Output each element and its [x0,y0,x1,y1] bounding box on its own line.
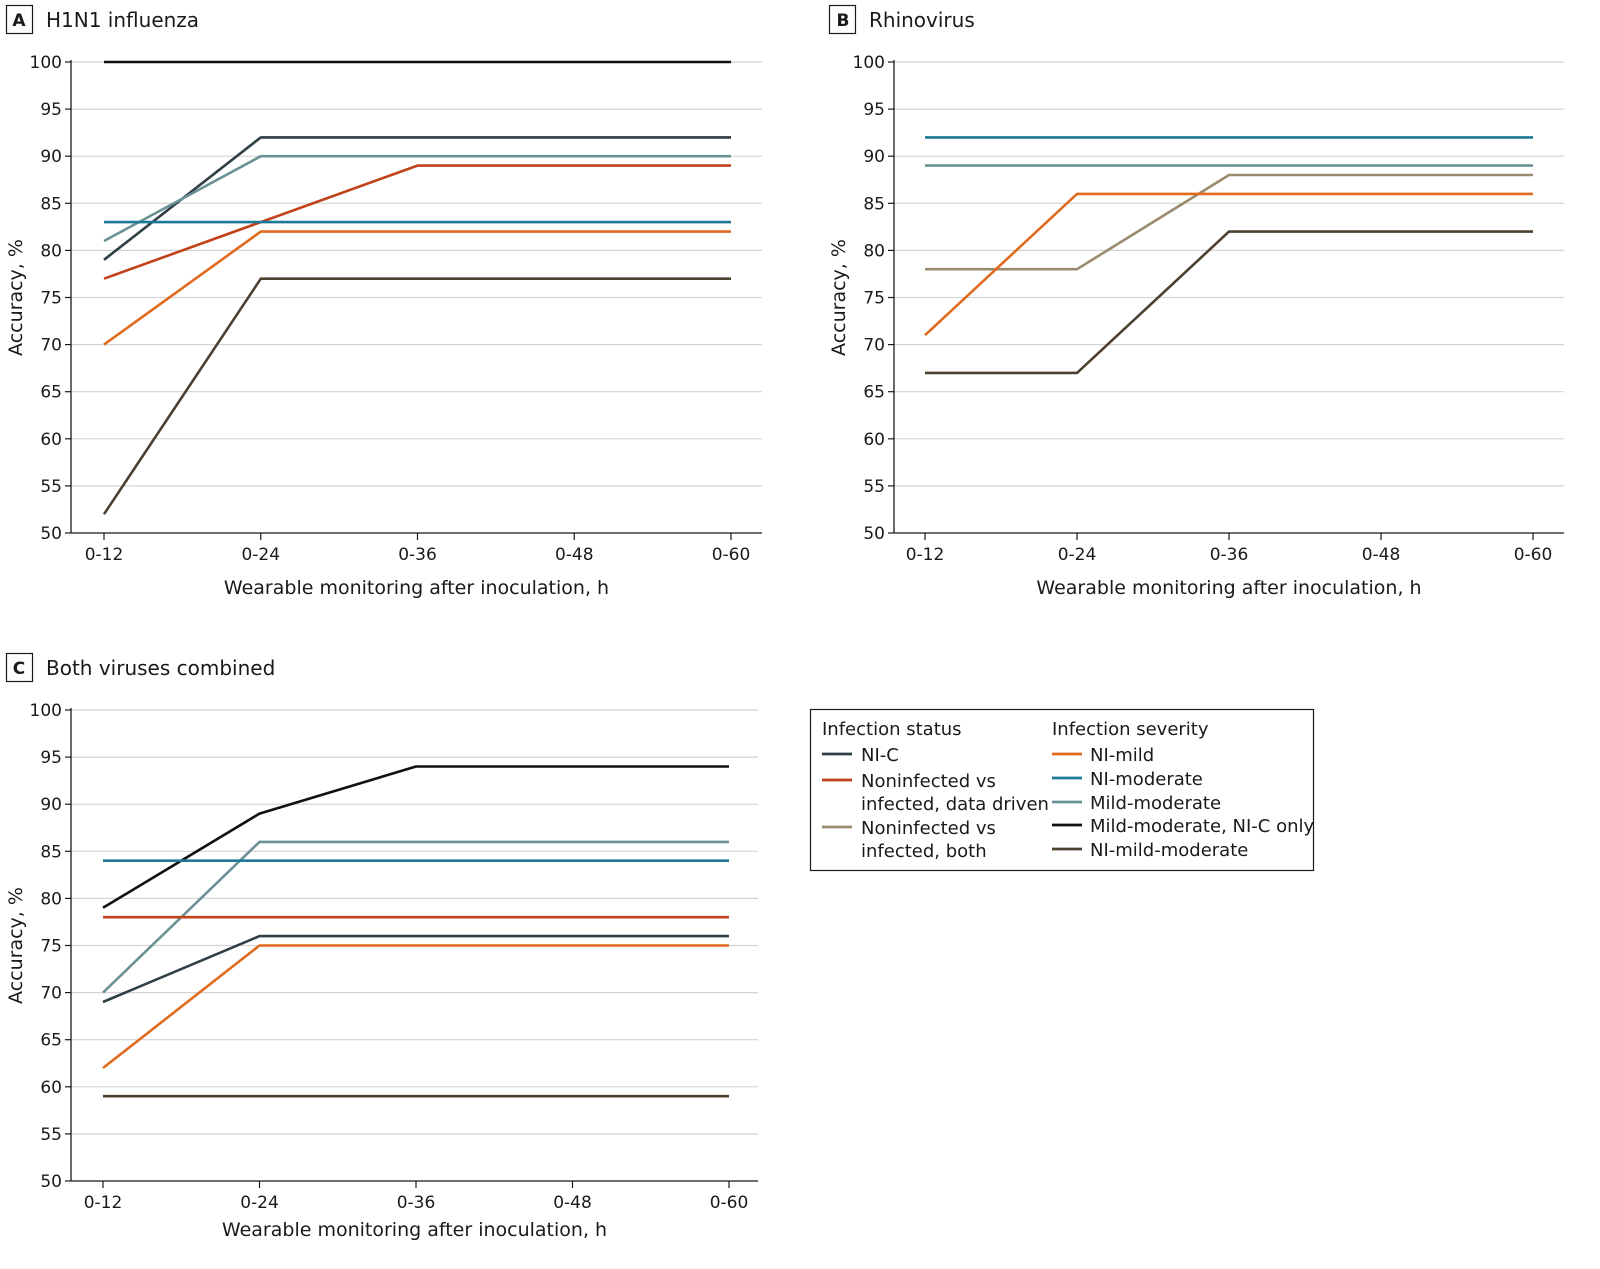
y-tick-label: 80 [863,241,885,261]
x-tick-label: 0-36 [1210,545,1249,565]
panel-title: H1N1 influenza [46,8,199,32]
y-tick-label: 95 [863,100,885,120]
panel-letter-box [5,652,34,683]
y-tick-label: 80 [40,241,62,261]
legend-label: NI-mild [1090,745,1154,766]
series-line-ni-mild-moderate [925,230,1533,375]
legend-label: NI-mild-moderate [1090,840,1248,861]
x-tick-label: 0-48 [553,1193,592,1213]
legend-label: Mild-moderate [1090,793,1221,814]
series-line-mild-moderate [103,154,731,243]
legend-box [809,708,1315,872]
x-tick-label: 0-60 [710,1193,749,1213]
y-tick-label: 75 [40,937,62,957]
x-axis-title: Wearable monitoring after inoculation, h [224,577,609,599]
legend-severity-title: Infection severity [1052,719,1209,740]
x-tick-label: 0-36 [397,1193,436,1213]
chart-panel-b: B Rhinovirus 50 55 60 65 70 75 80 85 90 95 100 0-12 0-… [828,4,1564,599]
y-axis-title: Accuracy, % [828,239,850,356]
legend-label: infected, data driven [861,794,1049,815]
y-tick-label: 55 [863,477,885,497]
x-tick-label: 0-60 [712,545,751,565]
legend-label: infected, both [861,841,987,862]
y-tick-label: 50 [40,524,62,544]
y-tick-label: 75 [863,289,885,309]
x-tick-label: 0-48 [1362,545,1401,565]
y-tick-label: 70 [40,336,62,356]
y-tick-label: 100 [30,53,62,73]
y-tick-label: 75 [40,289,62,309]
legend-label: NI-moderate [1090,769,1203,790]
chart-panel-a: A H1N1 influenza 50 55 60 65 70 75 80 85 90 95 100 0-… [5,4,762,599]
x-tick-label: 0-12 [85,545,124,565]
panel-title: Rhinovirus [869,8,975,32]
panel-letter: A [12,11,26,31]
y-tick-label: 60 [863,430,885,450]
panel-letter-box [5,4,34,35]
series-line-ni-c [103,136,731,261]
series-line-ni-mild [924,192,1533,337]
series-line-ni-mild-moderate [102,277,731,515]
series-line-noninfected-vs-infected-both [925,173,1533,271]
x-tick-label: 0-12 [906,545,945,565]
x-tick-label: 0-24 [241,545,280,565]
x-tick-label: 0-12 [84,1193,123,1213]
panel-letter-box [828,4,857,35]
y-tick-label: 90 [40,147,62,167]
y-tick-label: 100 [853,53,885,73]
y-tick-label: 60 [40,1078,62,1098]
panel-letter: C [13,659,25,679]
y-tick-label: 95 [40,748,62,768]
y-tick-label: 65 [40,1031,62,1051]
y-tick-label: 85 [40,842,62,862]
x-axis-title: Wearable monitoring after inoculation, h [1036,577,1421,599]
y-tick-label: 90 [40,795,62,815]
legend: Infection status Infection severity NI-C No… [809,708,1315,872]
series-line-ni-c [102,934,729,1004]
y-tick-label: 90 [863,147,885,167]
y-tick-label: 55 [40,1125,62,1145]
x-tick-label: 0-24 [1058,545,1097,565]
panel-title: Both viruses combined [46,656,275,680]
y-tick-label: 50 [40,1172,62,1192]
x-tick-label: 0-48 [555,545,594,565]
x-tick-label: 0-36 [398,545,437,565]
y-tick-label: 100 [30,701,62,721]
legend-label: Noninfected vs [861,818,996,839]
y-tick-label: 65 [863,383,885,403]
y-tick-label: 50 [863,524,885,544]
y-tick-label: 60 [40,430,62,450]
x-tick-label: 0-60 [1514,545,1553,565]
x-tick-label: 0-24 [240,1193,279,1213]
series-line-mild-moderate-ni-c-only [102,765,729,909]
legend-label: Noninfected vs [861,771,996,792]
y-tick-label: 70 [40,984,62,1004]
y-tick-label: 70 [863,336,885,356]
y-tick-label: 95 [40,100,62,120]
y-axis-title: Accuracy, % [5,887,27,1004]
legend-status-title: Infection status [822,719,962,740]
series-line-mild-moderate [102,840,729,994]
series-line-noninfected-vs-infected-data-driven [103,164,731,280]
chart-panel-c: C Both viruses combined 50 55 60 65 70 75 80 85 90… [5,652,758,1241]
y-tick-label: 85 [40,194,62,214]
legend-label: Mild-moderate, NI-C only [1090,816,1314,837]
y-tick-label: 85 [863,194,885,214]
y-tick-label: 80 [40,889,62,909]
y-tick-label: 55 [40,477,62,497]
series-line-ni-mild [102,944,729,1070]
x-axis-title: Wearable monitoring after inoculation, h [222,1219,607,1241]
panel-letter: B [837,11,850,31]
series-line-ni-mild [103,230,731,346]
y-axis-title: Accuracy, % [5,239,27,356]
legend-label: NI-C [861,745,899,766]
y-tick-label: 65 [40,383,62,403]
